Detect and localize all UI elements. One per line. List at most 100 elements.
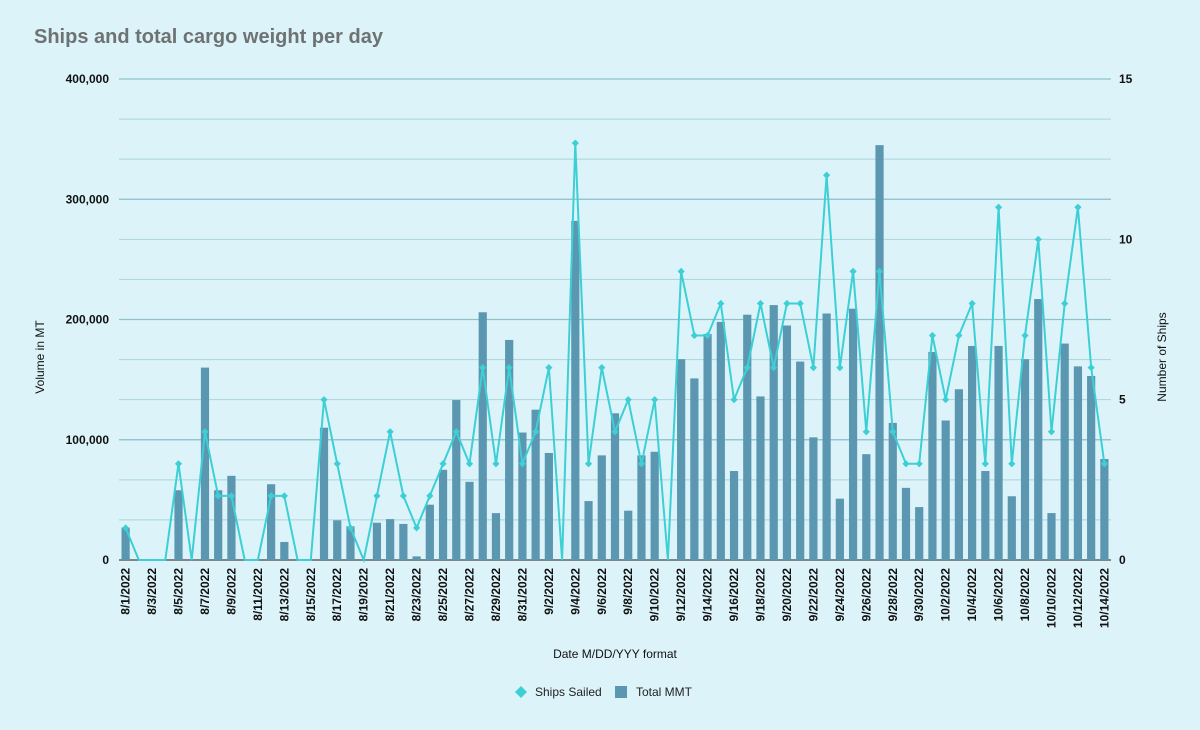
x-tick-label: 9/4/2022 — [568, 568, 582, 615]
bar-total-mmt — [1087, 376, 1096, 560]
bar-total-mmt — [1073, 366, 1083, 560]
point-ships-sailed — [452, 428, 460, 436]
bar-total-mmt — [425, 504, 434, 560]
bar-total-mmt — [703, 333, 712, 560]
bar-total-mmt — [174, 490, 183, 560]
point-ships-sailed — [413, 524, 421, 532]
x-tick-label: 8/17/2022 — [330, 568, 344, 622]
bar-total-mmt — [690, 378, 699, 560]
point-ships-sailed — [875, 267, 884, 275]
line-series — [122, 139, 1108, 564]
x-tick-label: 8/7/2022 — [198, 568, 212, 615]
point-ships-sailed — [915, 460, 923, 468]
point-ships-sailed — [743, 364, 751, 372]
point-ships-sailed — [320, 396, 328, 404]
x-axis-label: Date M/DD/YYY format — [553, 647, 677, 661]
point-ships-sailed — [399, 492, 407, 500]
point-ships-sailed — [756, 299, 765, 308]
point-ships-sailed — [1061, 299, 1069, 308]
bar-total-mmt — [465, 481, 474, 560]
bar-total-mmt — [954, 389, 963, 560]
bar-total-mmt — [1060, 343, 1069, 560]
x-tick-label: 8/21/2022 — [383, 568, 397, 622]
x-tick-label: 10/6/2022 — [992, 568, 1006, 622]
bar-total-mmt — [994, 345, 1003, 560]
bar-total-mmt — [412, 556, 421, 560]
point-ships-sailed — [584, 460, 593, 468]
point-ships-sailed — [598, 364, 606, 372]
point-ships-sailed — [201, 428, 209, 436]
point-ships-sailed — [280, 492, 288, 500]
bar-total-mmt — [1007, 496, 1016, 560]
x-tick-label: 9/8/2022 — [621, 568, 635, 615]
bar-total-mmt — [346, 526, 355, 560]
bar-total-mmt — [280, 541, 289, 560]
bar-total-mmt — [835, 498, 844, 560]
point-ships-sailed — [783, 299, 791, 308]
point-ships-sailed — [651, 396, 659, 404]
bar-total-mmt — [875, 145, 884, 560]
bar-total-mmt — [650, 451, 659, 560]
point-ships-sailed — [836, 364, 844, 372]
y-axis-right-ticks: 0 5 10 15 — [1119, 72, 1133, 567]
point-ships-sailed — [730, 396, 738, 404]
point-ships-sailed — [770, 364, 778, 372]
x-tick-label: 8/11/2022 — [251, 568, 265, 621]
bar-total-mmt — [267, 484, 276, 560]
x-tick-label: 9/20/2022 — [780, 568, 794, 622]
point-ships-sailed — [1021, 331, 1029, 340]
x-tick-label: 8/25/2022 — [436, 568, 450, 622]
point-ships-sailed — [346, 524, 355, 532]
bar-total-mmt — [610, 413, 620, 560]
x-tick-label: 10/10/2022 — [1044, 568, 1058, 628]
point-ships-sailed — [571, 139, 579, 147]
x-tick-label: 8/27/2022 — [463, 568, 477, 622]
bar-total-mmt — [822, 313, 831, 560]
x-tick-label: 9/28/2022 — [886, 568, 900, 622]
point-ships-sailed — [928, 331, 937, 340]
y2-tick-label: 10 — [1119, 232, 1133, 246]
x-tick-label: 9/2/2022 — [542, 568, 556, 615]
x-tick-label: 10/12/2022 — [1071, 568, 1085, 628]
bar-total-mmt — [624, 510, 633, 560]
point-ships-sailed — [214, 492, 222, 500]
point-ships-sailed — [862, 428, 870, 436]
bar-total-mmt — [901, 487, 911, 560]
x-tick-label: 8/5/2022 — [172, 568, 186, 615]
point-ships-sailed — [677, 267, 685, 275]
bar-total-mmt — [848, 308, 858, 560]
point-ships-sailed — [611, 428, 619, 436]
bar-total-mmt — [319, 427, 329, 560]
bar-total-mmt — [809, 437, 818, 560]
bar-total-mmt — [200, 367, 210, 560]
point-ships-sailed — [373, 492, 381, 500]
bar-total-mmt — [782, 325, 792, 560]
x-tick-label: 10/2/2022 — [939, 568, 953, 622]
x-tick-label: 8/3/2022 — [145, 568, 159, 615]
x-tick-label: 9/30/2022 — [912, 568, 926, 622]
y2-tick-label: 5 — [1119, 393, 1126, 407]
point-ships-sailed — [267, 492, 275, 500]
point-ships-sailed — [518, 460, 527, 468]
bar-total-mmt — [981, 471, 990, 560]
x-tick-label: 8/23/2022 — [410, 568, 424, 622]
bar-total-mmt — [452, 400, 461, 560]
point-ships-sailed — [1074, 203, 1082, 211]
point-ships-sailed — [994, 203, 1003, 211]
legend-ships-sailed-label: Ships Sailed — [535, 685, 602, 699]
bar-total-mmt — [1034, 299, 1043, 560]
point-ships-sailed — [902, 460, 910, 468]
point-ships-sailed — [624, 396, 632, 404]
bar-total-mmt — [584, 501, 593, 560]
x-tick-label: 9/14/2022 — [701, 568, 715, 622]
point-ships-sailed — [386, 428, 394, 436]
bar-total-mmt — [743, 314, 752, 560]
point-ships-sailed — [823, 171, 831, 179]
legend: Ships Sailed Total MMT — [515, 685, 693, 699]
y-axis-label: Volume in MT — [33, 320, 47, 394]
bar-total-mmt — [399, 523, 408, 560]
point-ships-sailed — [1034, 235, 1042, 243]
point-ships-sailed — [981, 460, 989, 468]
legend-total-mmt-marker — [615, 686, 627, 698]
x-tick-label: 8/19/2022 — [357, 568, 371, 622]
